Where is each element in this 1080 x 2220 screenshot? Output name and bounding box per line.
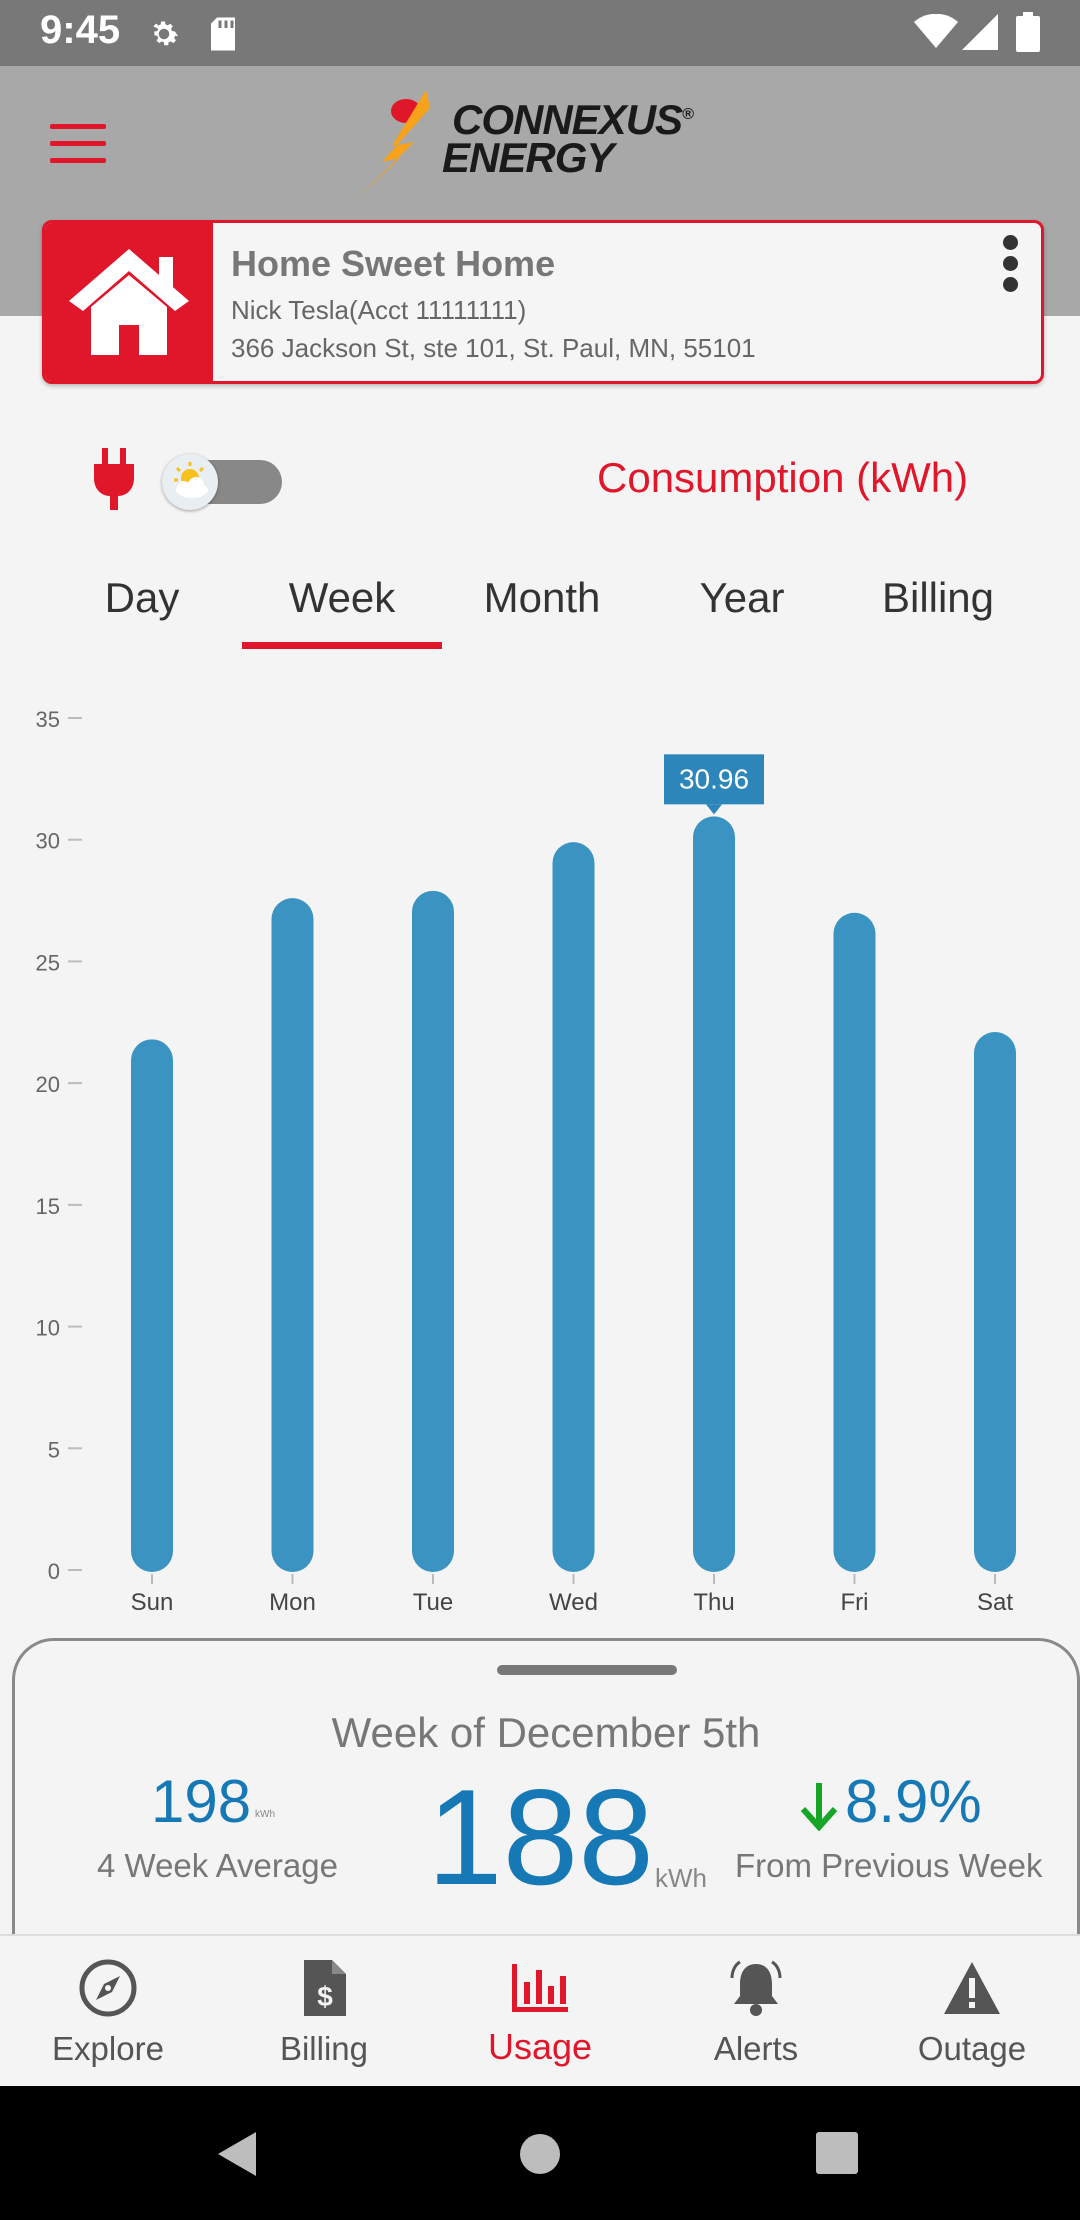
weather-toggle[interactable] bbox=[162, 454, 282, 510]
y-tick-label: 0 bbox=[48, 1559, 60, 1584]
settings-icon bbox=[153, 21, 179, 46]
y-tick-label: 30 bbox=[36, 829, 60, 854]
tab-year[interactable]: Year bbox=[699, 574, 785, 621]
account-name: Home Sweet Home bbox=[231, 243, 556, 284]
nav-outage[interactable]: Outage bbox=[864, 1936, 1080, 2088]
account-card[interactable]: Home Sweet Home Nick Tesla(Acct 11111111… bbox=[42, 220, 1044, 384]
bar-sun[interactable] bbox=[131, 1039, 173, 1572]
tooltip-label: 30.96 bbox=[679, 763, 749, 794]
bar-chart-icon bbox=[512, 1964, 568, 2012]
bar-fri[interactable] bbox=[833, 912, 876, 1572]
average-unit: kWh bbox=[255, 1809, 275, 1820]
consumption-label: Consumption (kWh) bbox=[597, 454, 969, 501]
bar-mon[interactable] bbox=[271, 898, 314, 1572]
tab-day[interactable]: Day bbox=[104, 574, 180, 621]
system-nav-bar bbox=[0, 2086, 1080, 2220]
change-label: From Previous Week bbox=[735, 1847, 1043, 1884]
week-label: Week of December 5th bbox=[331, 1709, 761, 1756]
x-tick-label: Fri bbox=[841, 1589, 869, 1616]
nav-label: Usage bbox=[487, 2026, 593, 2067]
total-value: 188 bbox=[427, 1761, 654, 1913]
x-tick-label: Tue bbox=[413, 1589, 453, 1616]
weekly-usage-chart[interactable]: 0 5 10 15 20 25 30 35 Sun Mon Tue Wed Thu Fri Sat 30.96 bbox=[0, 700, 1080, 1630]
summary-panel[interactable]: Week of December 5th 198 kWh 4 Week Aver… bbox=[12, 1638, 1080, 1941]
y-tick-label: 15 bbox=[36, 1194, 60, 1219]
x-tick-label: Sat bbox=[977, 1589, 1013, 1616]
y-tick-label: 5 bbox=[48, 1437, 60, 1462]
tab-month[interactable]: Month bbox=[483, 574, 601, 621]
lightning-bolt-icon bbox=[356, 90, 430, 200]
compass-icon bbox=[79, 1959, 137, 2017]
total-unit: kWh bbox=[655, 1863, 707, 1893]
x-tick-label: Thu bbox=[693, 1589, 734, 1616]
weather-sun-cloud-icon bbox=[174, 462, 208, 498]
y-tick-label: 25 bbox=[36, 950, 60, 975]
bar-sat[interactable] bbox=[974, 1032, 1016, 1572]
x-tick-label: Sun bbox=[131, 1589, 174, 1616]
average-label: 4 Week Average bbox=[97, 1847, 338, 1884]
bar-wed[interactable] bbox=[552, 842, 595, 1572]
signal-icon bbox=[962, 14, 998, 50]
plug-icon bbox=[94, 448, 134, 510]
arrow-down-icon bbox=[800, 1783, 838, 1831]
y-tick-label: 35 bbox=[36, 707, 60, 732]
value-tooltip bbox=[664, 754, 764, 805]
warning-icon bbox=[944, 1962, 1000, 2014]
account-icon-box bbox=[45, 223, 213, 381]
tab-week[interactable]: Week bbox=[288, 574, 396, 621]
account-address: 366 Jackson St, ste 101, St. Paul, MN, 5… bbox=[231, 333, 756, 363]
house-icon bbox=[69, 249, 189, 355]
sd-card-icon bbox=[211, 17, 235, 51]
y-tick-label: 10 bbox=[36, 1316, 60, 1341]
logo-text: CONNEXUS® ENERGY bbox=[442, 96, 694, 181]
nav-label: Explore bbox=[52, 2030, 164, 2067]
tooltip-pointer bbox=[706, 804, 722, 815]
wifi-icon bbox=[914, 14, 958, 48]
menu-icon[interactable] bbox=[50, 124, 106, 164]
change-value: 8.9% bbox=[845, 1768, 982, 1835]
home-icon[interactable] bbox=[518, 2132, 562, 2176]
more-options-icon[interactable] bbox=[1003, 235, 1019, 295]
tab-billing[interactable]: Billing bbox=[881, 574, 995, 621]
status-bar: 9:45 bbox=[0, 0, 1080, 66]
battery-icon bbox=[1016, 12, 1040, 52]
bill-icon: $ bbox=[304, 1960, 346, 2016]
nav-billing[interactable]: $ Billing bbox=[216, 1936, 432, 2088]
bar-thu[interactable] bbox=[693, 816, 735, 1572]
nav-alerts[interactable]: Alerts bbox=[648, 1936, 864, 2088]
toggle-knob[interactable] bbox=[162, 454, 218, 510]
active-tab-indicator bbox=[242, 642, 442, 649]
chart-background bbox=[0, 700, 1080, 1630]
drag-handle[interactable] bbox=[497, 1665, 677, 1675]
status-time: 9:45 bbox=[40, 8, 121, 52]
nav-label: Outage bbox=[917, 2030, 1027, 2067]
nav-label: Alerts bbox=[713, 2030, 799, 2067]
bottom-nav: Explore $ Billing Usage Alerts bbox=[0, 1934, 1080, 2088]
bar-tue[interactable] bbox=[412, 890, 454, 1572]
average-value: 198 bbox=[151, 1768, 252, 1835]
nav-explore[interactable]: Explore bbox=[0, 1936, 216, 2088]
svg-text:$: $ bbox=[317, 1981, 333, 2012]
x-tick-label: Wed bbox=[549, 1589, 598, 1616]
account-holder: Nick Tesla(Acct 11111111) bbox=[231, 295, 527, 325]
back-icon[interactable] bbox=[218, 2132, 258, 2176]
x-tick-label: Mon bbox=[269, 1589, 316, 1616]
bell-icon bbox=[730, 1960, 782, 2016]
recents-icon[interactable] bbox=[816, 2132, 858, 2174]
connexus-logo: CONNEXUS® ENERGY bbox=[352, 88, 722, 203]
nav-usage[interactable]: Usage bbox=[432, 1936, 648, 2088]
y-tick-label: 20 bbox=[36, 1072, 60, 1097]
nav-label: Billing bbox=[279, 2030, 369, 2067]
